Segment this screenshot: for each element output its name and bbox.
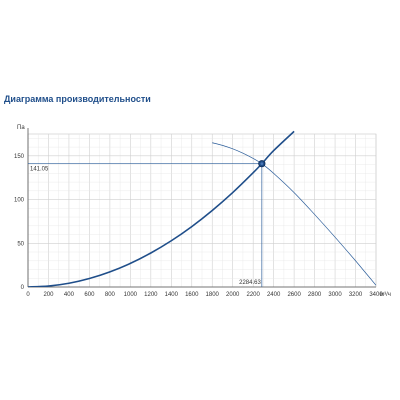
x-tick-label: 3200 [349,292,363,298]
x-tick-label: 1800 [206,292,220,298]
x-tick-label: 400 [64,292,75,298]
y-tick-label: 150 [14,154,25,160]
x-tick-label: 1200 [144,292,158,298]
x-tick-label: 200 [43,292,54,298]
x-tick-label: 600 [84,292,95,298]
x-axis-unit: м³/ч [380,292,391,298]
x-tick-label: 1600 [185,292,199,298]
x-tick-label: 2800 [308,292,322,298]
labels: 141.05 2284.63 [30,167,261,286]
x-tick-label: 2400 [267,292,281,298]
page-title: Диаграмма производительности [4,94,151,104]
operating-point-y-label: 141.05 [30,167,49,173]
operating-point-guides [28,163,263,287]
operating-point-x-label: 2284.63 [239,280,261,286]
x-tick-label: 1000 [124,292,138,298]
fan-curve-line [212,142,376,286]
x-tick-label: 800 [105,292,116,298]
x-tick-label: 1400 [165,292,179,298]
operating-point-marker-inner [260,162,264,165]
x-tick-label: 2600 [287,292,301,298]
x-tick-label: 3400 [369,292,383,298]
x-tick-label: 2000 [226,292,240,298]
x-tick-label: 3000 [328,292,342,298]
operating-point [258,160,266,168]
x-tick-label: 2200 [246,292,260,298]
y-tick-label: 100 [14,198,25,204]
axes: 0 200 400 600 800 1000 1200 1400 1600 1800 2000 220… [14,125,391,298]
y-tick-label: 50 [17,241,24,247]
y-tick-label: 0 [21,285,25,291]
x-tick-label: 0 [26,292,30,298]
y-axis-label: Па [17,125,25,131]
fan-curve [212,142,376,286]
